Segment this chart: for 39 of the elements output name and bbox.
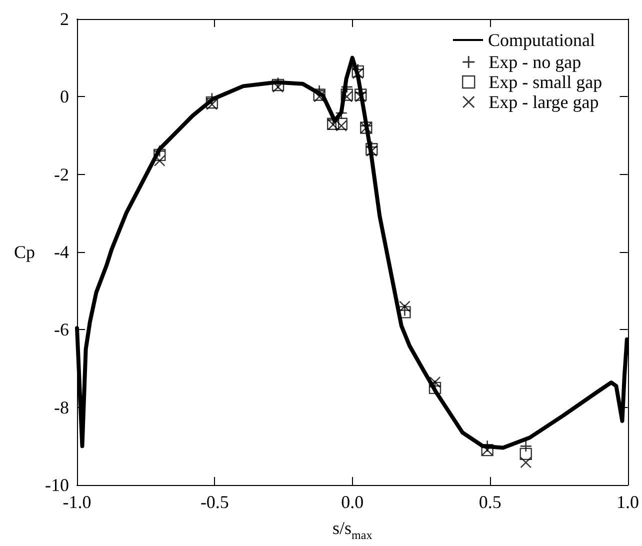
point: [206, 96, 218, 109]
point: [154, 148, 166, 162]
legend-label: Exp - large gap: [488, 92, 599, 112]
point: [520, 456, 532, 468]
y-tick-label: -8: [54, 397, 69, 418]
y-tick-label: 2: [60, 9, 69, 29]
point: [206, 98, 218, 110]
point: [399, 300, 410, 312]
point: [428, 382, 442, 394]
legend-label: Exp - no gap: [488, 52, 582, 72]
legend-label: Computational: [488, 30, 595, 50]
point: [341, 91, 352, 102]
point: [154, 155, 166, 166]
y-tick-label: -10: [45, 475, 69, 495]
point: [335, 118, 348, 130]
point: [398, 306, 411, 318]
x-tick-label: 1.0: [616, 492, 639, 512]
point: [313, 88, 326, 101]
point: [366, 146, 378, 157]
y-tick-label: -2: [54, 164, 69, 184]
point: [314, 91, 325, 102]
point: [354, 88, 367, 101]
x-tick-label: 0.5: [478, 492, 502, 512]
point: [272, 78, 284, 92]
point: [352, 68, 364, 79]
point: [352, 65, 364, 78]
x-tick-label: -1.0: [62, 492, 92, 512]
y-axis-title: Cp: [14, 242, 35, 262]
y-tick-label: 0: [60, 86, 69, 107]
y-tick-label: -6: [54, 320, 69, 340]
point: [355, 91, 366, 102]
point: [336, 120, 347, 132]
y-tick-label: -4: [54, 242, 69, 262]
point: [340, 88, 353, 101]
x-tick-label: 0.0: [341, 492, 364, 512]
point: [366, 142, 378, 156]
x-tick-label: -0.5: [200, 492, 229, 512]
point: [520, 448, 532, 460]
legend-label: Exp - small gap: [488, 72, 602, 92]
